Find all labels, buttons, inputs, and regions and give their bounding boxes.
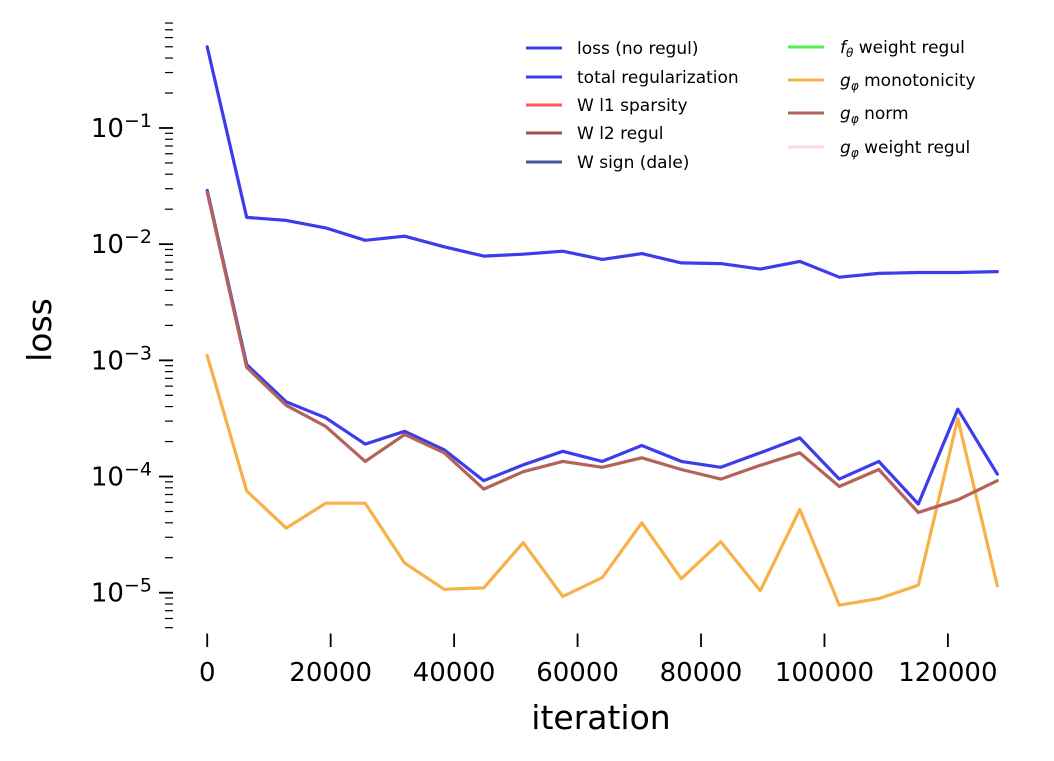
x-tick-label: 20000 xyxy=(289,658,372,688)
legend-label: W l2 regul xyxy=(577,124,664,144)
legend-label: total regularization xyxy=(577,68,739,88)
y-axis-ticks: 10−1 10−2 10−3 10−4 10−5 xyxy=(91,22,173,629)
legend-label: gφ norm xyxy=(840,104,909,126)
x-axis-label: iteration xyxy=(531,698,670,737)
y-tick-label: 10−1 xyxy=(91,110,152,144)
legend-label: loss (no regul) xyxy=(577,39,698,59)
y-tick-label: 10−2 xyxy=(91,226,152,260)
legend: loss (no regul) total regularization W l1 … xyxy=(526,38,976,173)
x-tick-label: 120000 xyxy=(898,658,997,688)
legend-item: W sign (dale) xyxy=(526,153,689,173)
legend-item: gφ weight regul xyxy=(788,138,970,160)
series-line-gφ-monotonicity xyxy=(205,353,999,607)
series-line-total-regularization xyxy=(205,188,999,506)
legend-label: fθ weight regul xyxy=(840,38,965,60)
x-tick-label: 100000 xyxy=(775,658,874,688)
series-line-loss-no-regul- xyxy=(205,45,999,279)
series-lines xyxy=(205,45,999,607)
x-tick-label: 40000 xyxy=(413,658,496,688)
legend-item: gφ norm xyxy=(788,104,909,126)
legend-item: total regularization xyxy=(526,68,739,88)
legend-item: W l2 regul xyxy=(526,124,664,144)
legend-label: gφ weight regul xyxy=(840,138,970,160)
series-line-gφ-norm xyxy=(205,190,999,515)
legend-item: fθ weight regul xyxy=(788,38,965,60)
y-axis-label: loss xyxy=(20,298,59,362)
x-tick-label: 60000 xyxy=(536,658,619,688)
legend-label: W l1 sparsity xyxy=(577,96,688,116)
legend-item: gφ monotonicity xyxy=(788,71,976,93)
y-tick-label: 10−3 xyxy=(91,342,152,376)
y-tick-label: 10−5 xyxy=(91,575,152,609)
x-tick-label: 0 xyxy=(199,658,216,688)
legend-item: loss (no regul) xyxy=(526,39,698,59)
x-axis-ticks: 0 20000 40000 60000 80000 100000 120000 xyxy=(199,633,998,688)
legend-label: W sign (dale) xyxy=(577,153,689,173)
y-tick-label: 10−4 xyxy=(91,459,152,493)
x-tick-label: 80000 xyxy=(660,658,743,688)
legend-label: gφ monotonicity xyxy=(840,71,976,93)
legend-item: W l1 sparsity xyxy=(526,96,688,116)
